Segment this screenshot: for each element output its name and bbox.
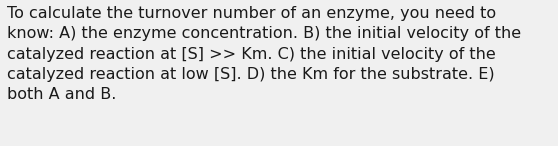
Text: To calculate the turnover number of an enzyme, you need to
know: A) the enzyme c: To calculate the turnover number of an e… [7,6,521,102]
